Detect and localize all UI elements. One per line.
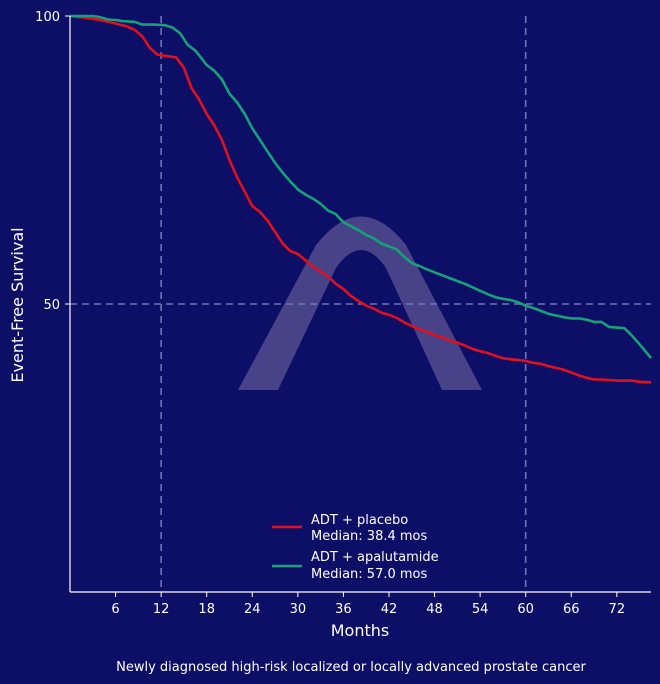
legend-label-placebo: ADT + placebo [311, 513, 408, 528]
x-tick-label: 66 [563, 602, 580, 617]
x-tick-label: 60 [517, 602, 534, 617]
y-ticks: 100 50 [35, 10, 70, 313]
legend-median-apalutamide: Median: 57.0 mos [311, 567, 427, 582]
chart-caption: Newly diagnosed high-risk localized or l… [116, 660, 586, 675]
y-tick-label: 100 [35, 10, 60, 25]
x-tick-label: 48 [426, 602, 443, 617]
series-line-1 [70, 14, 653, 359]
legend-median-placebo: Median: 38.4 mos [311, 529, 427, 544]
y-tick-label: 50 [43, 298, 60, 313]
x-tick-label: 42 [381, 602, 398, 617]
x-tick-label: 72 [609, 602, 626, 617]
x-tick-label: 54 [472, 602, 489, 617]
series-line-0 [69, 14, 652, 384]
x-tick-label: 30 [290, 602, 307, 617]
y-axis-title: Event-Free Survival [8, 227, 27, 382]
legend: ADT + placebo Median: 38.4 mos ADT + apa… [272, 513, 439, 582]
legend-label-apalutamide: ADT + apalutamide [311, 550, 439, 565]
series-layer [69, 14, 653, 384]
x-tick-label: 24 [244, 602, 261, 617]
reference-lines [70, 16, 651, 592]
x-tick-label: 18 [198, 602, 215, 617]
x-tick-label: 12 [153, 602, 170, 617]
x-ticks: 6 12 18 24 30 36 42 48 54 60 66 72 [111, 592, 625, 617]
x-axis-title: Months [331, 621, 389, 640]
x-tick-label: 36 [335, 602, 352, 617]
x-tick-label: 6 [111, 602, 119, 617]
